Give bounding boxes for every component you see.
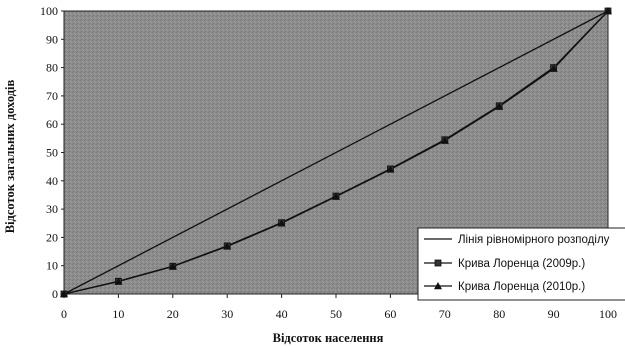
legend: Лінія рівномірного розподілу Крива Лорен… [417, 227, 625, 301]
series-line-0 [63, 10, 609, 295]
x-tick-label: 60 [384, 307, 396, 321]
point-square-marker [434, 259, 442, 267]
x-tick-label: 80 [493, 307, 505, 321]
x-tick-label: 70 [439, 307, 451, 321]
legend-label-uniform: Лінія рівномірного розподілу [458, 234, 610, 246]
y-tick-label: 10 [46, 259, 58, 273]
point-triangle-marker [114, 277, 123, 285]
x-tick-label: 50 [330, 307, 342, 321]
y-tick-label: 70 [46, 89, 58, 103]
y-tick-label: 20 [46, 230, 58, 244]
y-tick-label: 50 [46, 146, 58, 160]
y-tick-label: 90 [46, 32, 58, 46]
legend-marker-square [434, 259, 442, 267]
y-tick-label: 80 [46, 61, 58, 75]
y-tick-label: 0 [52, 287, 58, 301]
point-triangle-marker [332, 192, 340, 200]
x-axis-ticks: 0 10 20 30 40 50 60 70 80 90 100 [61, 294, 617, 321]
x-tick-label: 90 [548, 307, 560, 321]
y-axis-label: Відсоток загальних доходів [3, 80, 17, 234]
x-tick-label: 30 [221, 307, 233, 321]
x-tick-label: 20 [167, 307, 179, 321]
x-tick-label: 0 [61, 307, 67, 321]
x-axis-label: Відсоток населення [273, 331, 384, 345]
point-triangle-marker [549, 64, 558, 72]
x-tick-label: 100 [599, 307, 617, 321]
x-tick-label: 40 [276, 307, 288, 321]
point-triangle-marker [604, 7, 612, 15]
point-triangle-marker [495, 102, 504, 110]
point-triangle-marker [168, 262, 177, 270]
series-layer [60, 7, 612, 298]
point-triangle-marker [277, 219, 286, 227]
point-triangle-marker [386, 165, 395, 173]
y-tick-label: 100 [40, 4, 58, 18]
y-tick-label: 60 [46, 117, 58, 131]
y-tick-label: 30 [46, 202, 58, 216]
legend-box [417, 227, 625, 301]
point-triangle-marker [60, 290, 68, 298]
point-triangle-marker [223, 242, 232, 250]
point-triangle-marker [440, 136, 449, 144]
y-axis-ticks: 0 10 20 30 40 50 60 70 80 90 100 [40, 4, 64, 301]
x-tick-label: 10 [112, 307, 124, 321]
legend-label-2010: Крива Лоренца (2010р.) [458, 281, 585, 293]
legend-label-2009: Крива Лоренца (2009р.) [458, 258, 585, 270]
legend-marker-triangle [434, 282, 442, 290]
point-triangle-marker [434, 282, 442, 290]
y-tick-label: 40 [46, 174, 58, 188]
